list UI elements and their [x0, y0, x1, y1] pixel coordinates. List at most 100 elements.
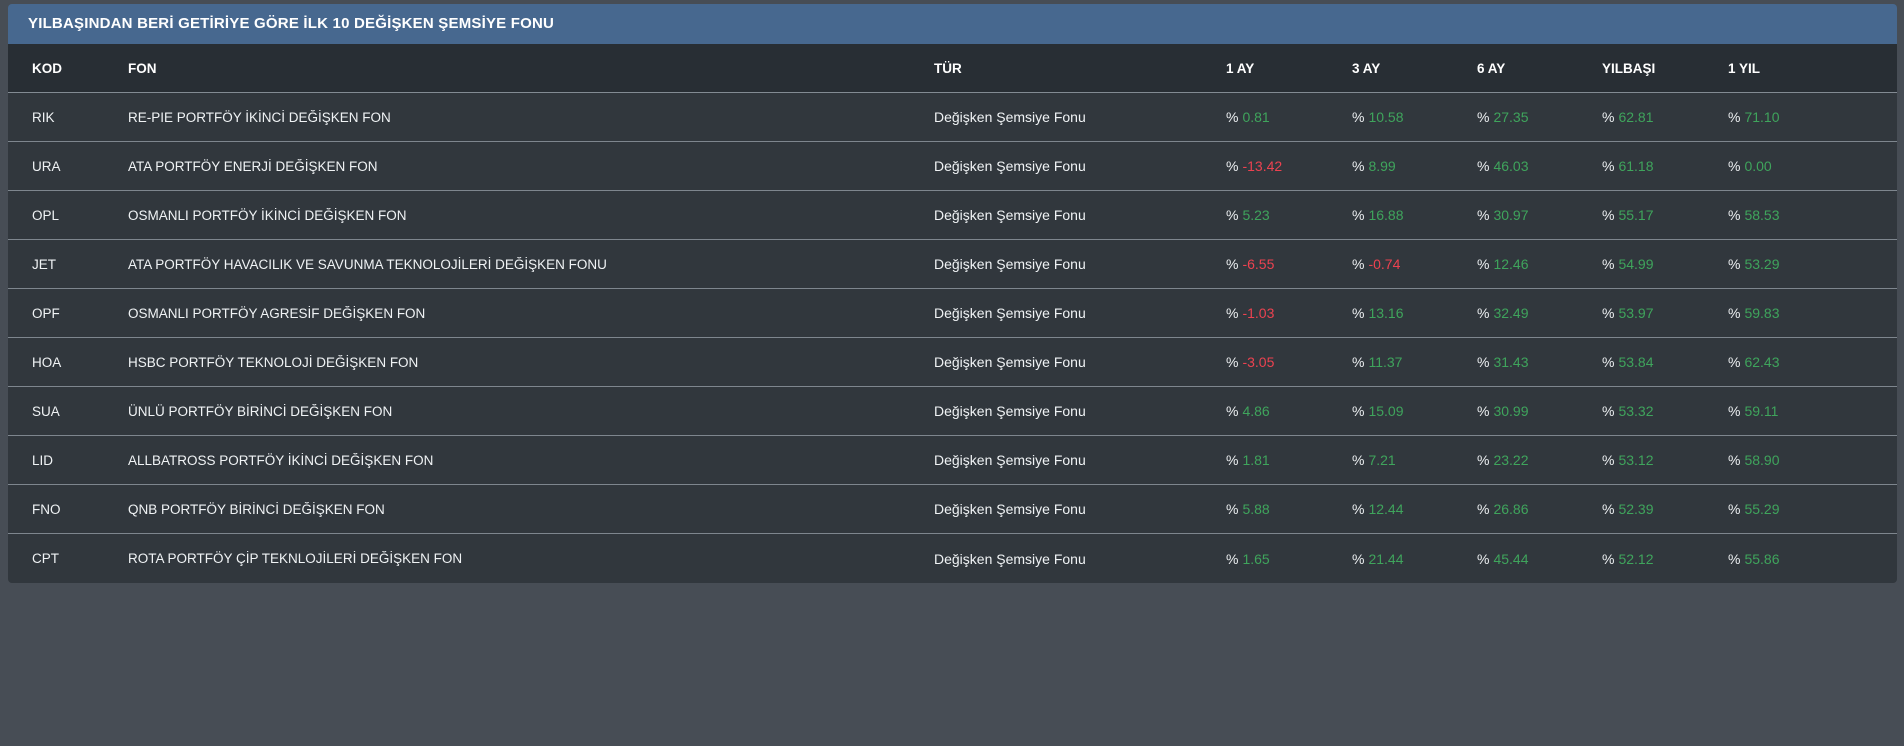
return-1m-value: -1.03 — [1242, 305, 1275, 321]
percent-sign: % — [1226, 207, 1239, 223]
return-ytd: % 54.99 — [1602, 256, 1728, 272]
return-ytd-value: 54.99 — [1618, 256, 1654, 272]
fund-name: OSMANLI PORTFÖY AGRESİF DEĞİŞKEN FON — [128, 305, 426, 321]
return-3m-value: 11.37 — [1368, 354, 1403, 370]
fund-code: CPT — [32, 551, 59, 566]
percent-sign: % — [1352, 501, 1365, 517]
column-header-fon: FON — [128, 60, 157, 76]
return-6m: % 26.86 — [1477, 501, 1602, 517]
fund-code: RIK — [32, 109, 55, 125]
return-1m: % 4.86 — [1226, 403, 1352, 419]
percent-sign: % — [1602, 158, 1615, 174]
return-1m: % -1.03 — [1226, 305, 1352, 321]
fund-table-row[interactable]: URA ATA PORTFÖY ENERJİ DEĞİŞKEN FON Deği… — [8, 142, 1897, 191]
percent-sign: % — [1477, 305, 1490, 321]
return-3m: % 8.99 — [1352, 158, 1477, 174]
fund-table-row[interactable]: RIK RE-PIE PORTFÖY İKİNCİ DEĞİŞKEN FON D… — [8, 93, 1897, 142]
fund-name: ROTA PORTFÖY ÇİP TEKNLOJİLERİ DEĞİŞKEN F… — [128, 551, 463, 566]
percent-sign: % — [1477, 158, 1490, 174]
fund-code: URA — [32, 158, 61, 174]
percent-sign: % — [1728, 207, 1741, 223]
fund-type: Değişken Şemsiye Fonu — [934, 158, 1086, 174]
percent-sign: % — [1226, 452, 1239, 468]
return-1y-value: 59.11 — [1744, 403, 1779, 419]
return-ytd: % 52.39 — [1602, 501, 1728, 517]
return-6m: % 30.99 — [1477, 403, 1602, 419]
fund-table-row[interactable]: OPL OSMANLI PORTFÖY İKİNCİ DEĞİŞKEN FON … — [8, 191, 1897, 240]
percent-sign: % — [1352, 158, 1365, 174]
return-1y: % 55.86 — [1728, 551, 1897, 567]
return-6m-value: 23.22 — [1493, 452, 1529, 468]
fund-name: ATA PORTFÖY HAVACILIK VE SAVUNMA TEKNOLO… — [128, 256, 607, 272]
return-ytd: % 62.81 — [1602, 109, 1728, 125]
percent-sign: % — [1226, 109, 1239, 125]
fund-table-row[interactable]: OPF OSMANLI PORTFÖY AGRESİF DEĞİŞKEN FON… — [8, 289, 1897, 338]
return-3m-value: 7.21 — [1368, 452, 1396, 468]
column-header-6ay: 6 AY — [1477, 60, 1506, 76]
return-3m: % -0.74 — [1352, 256, 1477, 272]
column-header-kod: KOD — [32, 60, 62, 76]
column-header-1ay: 1 AY — [1226, 60, 1255, 76]
fund-type: Değişken Şemsiye Fonu — [934, 256, 1086, 272]
return-1y: % 71.10 — [1728, 109, 1897, 125]
return-6m: % 46.03 — [1477, 158, 1602, 174]
fund-table-row[interactable]: FNO QNB PORTFÖY BİRİNCİ DEĞİŞKEN FON Değ… — [8, 485, 1897, 534]
percent-sign: % — [1602, 207, 1615, 223]
return-1y: % 58.90 — [1728, 452, 1897, 468]
return-ytd-value: 53.12 — [1618, 452, 1654, 468]
return-ytd-value: 53.32 — [1618, 403, 1654, 419]
percent-sign: % — [1226, 256, 1239, 272]
return-1y-value: 59.83 — [1744, 305, 1780, 321]
fund-type: Değişken Şemsiye Fonu — [934, 452, 1086, 468]
percent-sign: % — [1352, 354, 1365, 370]
fund-table-row[interactable]: JET ATA PORTFÖY HAVACILIK VE SAVUNMA TEK… — [8, 240, 1897, 289]
return-1y-value: 0.00 — [1744, 158, 1772, 174]
percent-sign: % — [1602, 354, 1615, 370]
return-6m-value: 31.43 — [1493, 354, 1529, 370]
percent-sign: % — [1352, 109, 1365, 125]
return-1m-value: 4.86 — [1242, 403, 1270, 419]
fund-type: Değişken Şemsiye Fonu — [934, 403, 1086, 419]
return-ytd-value: 53.97 — [1618, 305, 1654, 321]
return-6m: % 27.35 — [1477, 109, 1602, 125]
percent-sign: % — [1602, 109, 1615, 125]
return-1m: % 1.81 — [1226, 452, 1352, 468]
return-6m-value: 26.86 — [1493, 501, 1529, 517]
return-1y-value: 55.86 — [1744, 550, 1780, 567]
return-3m-value: -0.74 — [1368, 256, 1401, 272]
return-1y: % 62.43 — [1728, 354, 1897, 370]
fund-type: Değişken Şemsiye Fonu — [934, 109, 1086, 125]
percent-sign: % — [1728, 305, 1741, 321]
fund-table-row[interactable]: LID ALLBATROSS PORTFÖY İKİNCİ DEĞİŞKEN F… — [8, 436, 1897, 485]
fund-type: Değişken Şemsiye Fonu — [934, 207, 1086, 223]
fund-type: Değişken Şemsiye Fonu — [934, 550, 1086, 567]
percent-sign: % — [1352, 256, 1365, 272]
return-6m-value: 32.49 — [1493, 305, 1529, 321]
return-3m-value: 13.16 — [1368, 305, 1404, 321]
percent-sign: % — [1728, 354, 1741, 370]
percent-sign: % — [1352, 207, 1365, 223]
return-1y: % 58.53 — [1728, 207, 1897, 223]
fund-table-row[interactable]: HOA HSBC PORTFÖY TEKNOLOJİ DEĞİŞKEN FON … — [8, 338, 1897, 387]
return-1m: % -6.55 — [1226, 256, 1352, 272]
return-3m: % 12.44 — [1352, 501, 1477, 517]
fund-table-row[interactable]: CPT ROTA PORTFÖY ÇİP TEKNLOJİLERİ DEĞİŞK… — [8, 534, 1897, 583]
return-1m-value: 5.88 — [1242, 501, 1270, 517]
percent-sign: % — [1602, 403, 1615, 419]
percent-sign: % — [1477, 207, 1490, 223]
fund-code: HOA — [32, 354, 62, 370]
percent-sign: % — [1226, 354, 1239, 370]
fund-table-row[interactable]: SUA ÜNLÜ PORTFÖY BİRİNCİ DEĞİŞKEN FON De… — [8, 387, 1897, 436]
return-1y-value: 62.43 — [1744, 354, 1780, 370]
return-1y-value: 58.90 — [1744, 452, 1780, 468]
return-6m-value: 12.46 — [1493, 256, 1529, 272]
return-3m-value: 12.44 — [1368, 501, 1404, 517]
return-1m-value: -6.55 — [1242, 256, 1275, 272]
return-ytd-value: 53.84 — [1618, 354, 1654, 370]
return-1y-value: 55.29 — [1744, 501, 1780, 517]
return-1m-value: 1.65 — [1242, 550, 1270, 567]
return-1m-value: 5.23 — [1242, 207, 1270, 223]
percent-sign: % — [1477, 403, 1490, 419]
return-6m-value: 27.35 — [1493, 109, 1529, 125]
percent-sign: % — [1728, 256, 1741, 272]
